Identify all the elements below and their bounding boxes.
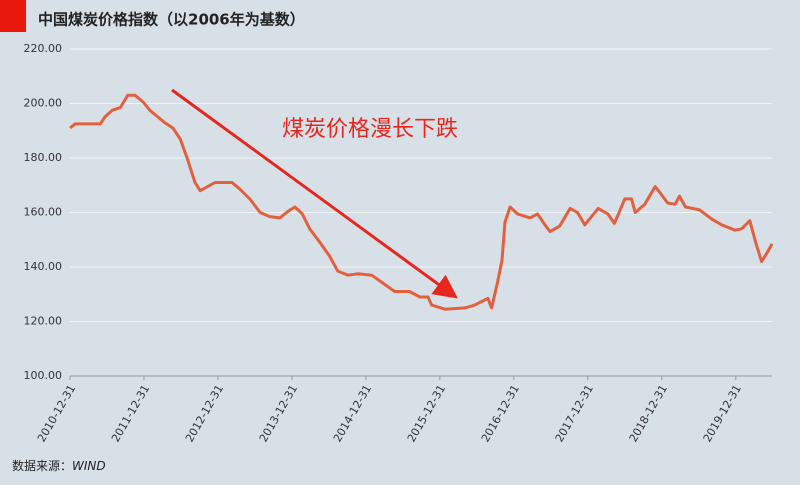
title-marker bbox=[0, 0, 26, 32]
x-tick-label: 2015-12-31 bbox=[405, 383, 448, 445]
annotation-arrow bbox=[171, 88, 458, 299]
source-name: WIND bbox=[72, 459, 106, 473]
y-tick-label: 200.00 bbox=[24, 97, 63, 110]
y-tick-label: 220.00 bbox=[24, 42, 63, 55]
y-tick-label: 140.00 bbox=[24, 260, 63, 273]
y-tick-label: 160.00 bbox=[24, 206, 63, 219]
y-tick-label: 100.00 bbox=[24, 369, 63, 382]
x-tick-label: 2013-12-31 bbox=[257, 383, 300, 445]
chart-title: 中国煤炭价格指数（以2006年为基数） bbox=[38, 11, 305, 29]
x-tick-label: 2017-12-31 bbox=[553, 383, 596, 445]
x-tick-label: 2016-12-31 bbox=[479, 383, 522, 445]
source: 数据来源：WIND bbox=[12, 458, 106, 473]
x-tick-label: 2012-12-31 bbox=[183, 383, 226, 445]
y-tick-label: 180.00 bbox=[24, 151, 63, 164]
y-tick-label: 120.00 bbox=[24, 315, 63, 328]
source-label: 数据来源： bbox=[12, 458, 72, 473]
x-tick-label: 2010-12-31 bbox=[35, 383, 78, 445]
x-tick-label: 2014-12-31 bbox=[331, 383, 374, 445]
annotation: 煤炭价格漫长下跌 bbox=[282, 117, 458, 142]
x-tick-label: 2011-12-31 bbox=[109, 383, 152, 445]
x-tick-label: 2018-12-31 bbox=[627, 383, 670, 445]
data-line bbox=[69, 93, 774, 311]
x-tick-label: 2019-12-31 bbox=[701, 383, 744, 445]
